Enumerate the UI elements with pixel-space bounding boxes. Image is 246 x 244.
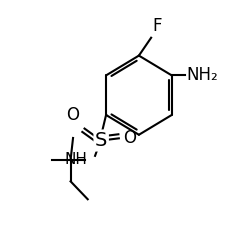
Text: S: S (95, 131, 107, 150)
Text: O: O (66, 106, 79, 124)
Text: NH: NH (65, 152, 88, 167)
Text: O: O (123, 129, 136, 147)
Text: NH₂: NH₂ (186, 66, 218, 84)
Text: F: F (152, 17, 162, 35)
